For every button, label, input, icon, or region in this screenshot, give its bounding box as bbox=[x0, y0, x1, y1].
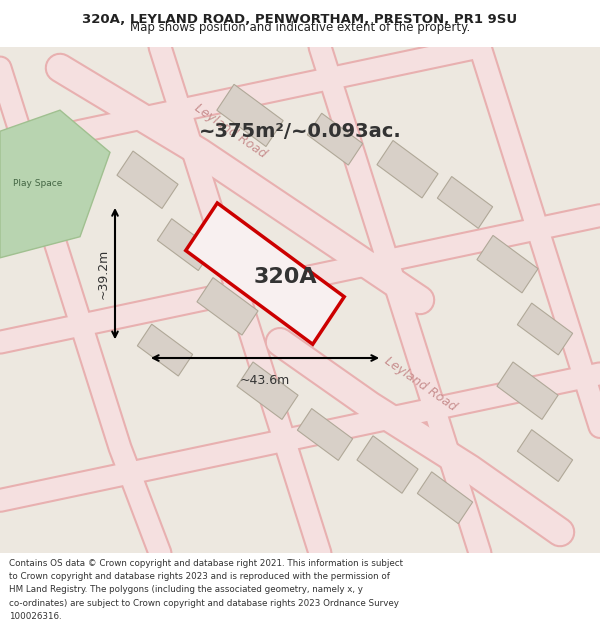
Polygon shape bbox=[186, 203, 344, 344]
Text: ~43.6m: ~43.6m bbox=[240, 374, 290, 387]
Polygon shape bbox=[517, 429, 572, 481]
Text: to Crown copyright and database rights 2023 and is reproduced with the permissio: to Crown copyright and database rights 2… bbox=[9, 572, 390, 581]
Polygon shape bbox=[0, 110, 110, 258]
Text: 320A: 320A bbox=[253, 267, 317, 287]
Text: ~39.2m: ~39.2m bbox=[97, 249, 110, 299]
Polygon shape bbox=[377, 141, 438, 198]
Text: Contains OS data © Crown copyright and database right 2021. This information is : Contains OS data © Crown copyright and d… bbox=[9, 559, 403, 568]
Text: Leyland Road: Leyland Road bbox=[191, 102, 268, 161]
Polygon shape bbox=[117, 151, 178, 209]
Polygon shape bbox=[157, 219, 212, 271]
Polygon shape bbox=[477, 236, 538, 293]
Polygon shape bbox=[497, 362, 558, 419]
Text: 320A, LEYLAND ROAD, PENWORTHAM, PRESTON, PR1 9SU: 320A, LEYLAND ROAD, PENWORTHAM, PRESTON,… bbox=[82, 13, 518, 26]
Polygon shape bbox=[418, 472, 473, 524]
Polygon shape bbox=[307, 113, 362, 165]
Polygon shape bbox=[237, 362, 298, 419]
Text: Play Space: Play Space bbox=[13, 179, 62, 189]
Text: Map shows position and indicative extent of the property.: Map shows position and indicative extent… bbox=[130, 21, 470, 34]
Text: ~375m²/~0.093ac.: ~375m²/~0.093ac. bbox=[199, 122, 401, 141]
Polygon shape bbox=[217, 84, 283, 146]
Text: HM Land Registry. The polygons (including the associated geometry, namely x, y: HM Land Registry. The polygons (includin… bbox=[9, 586, 363, 594]
Polygon shape bbox=[517, 303, 572, 355]
Text: Leyland Road: Leyland Road bbox=[382, 355, 458, 414]
Polygon shape bbox=[298, 409, 353, 461]
Polygon shape bbox=[197, 278, 258, 335]
Text: 100026316.: 100026316. bbox=[9, 612, 62, 621]
Text: co-ordinates) are subject to Crown copyright and database rights 2023 Ordnance S: co-ordinates) are subject to Crown copyr… bbox=[9, 599, 399, 608]
Polygon shape bbox=[437, 176, 493, 228]
Polygon shape bbox=[137, 324, 193, 376]
Polygon shape bbox=[357, 436, 418, 493]
